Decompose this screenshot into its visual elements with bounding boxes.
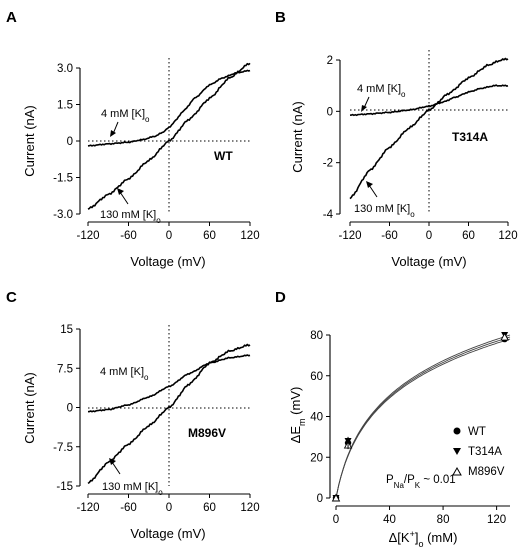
legend-marker-m896v	[452, 466, 462, 476]
y-tick-label: -1.5	[53, 173, 73, 185]
y-tick-label: 2	[327, 55, 333, 67]
point-m896v	[500, 332, 509, 341]
y-tick-label: -2	[323, 158, 333, 170]
point-m896v	[331, 493, 341, 502]
y-axis-label-b: Current (nA)	[290, 101, 305, 173]
y-tick-label: 40	[310, 412, 323, 424]
y-tick-label: -4	[323, 209, 334, 221]
arrowhead-130mM-b	[366, 181, 373, 188]
y-tick-label: 0	[67, 403, 73, 415]
annotation-130mM-c: 130 mM [K]o	[102, 481, 163, 497]
arrowhead-4mM-b	[361, 105, 367, 112]
x-tick-label: -120	[76, 502, 99, 514]
fit-curve-wt	[335, 338, 511, 499]
permeability-ratio-annotation: PNa/PK ~ 0.01	[386, 474, 456, 490]
annotation-130mM-a: 130 mM [K]o	[100, 209, 161, 225]
arrow-130mM-c	[111, 461, 121, 475]
y-axis-label-c: Current (nA)	[22, 372, 37, 444]
panel-a: -3.0 -1.5 0 1.5 3.0 -120 -60 0 60 120 Voltage (m…	[22, 58, 260, 269]
legend-marker-t314a	[453, 448, 461, 455]
y-tick-label: 80	[310, 330, 323, 342]
trace-4mM-c	[87, 354, 251, 413]
legend-label-wt: WT	[468, 426, 486, 438]
annotation-4mM-a: 4 mM [K]o	[101, 108, 150, 124]
trace-4mM-b	[349, 84, 509, 117]
panel-label-d: D	[275, 289, 286, 306]
y-axis-label-a: Current (nA)	[22, 105, 37, 177]
annotation-4mM-c: 4 mM [K]o	[100, 366, 149, 382]
panel-b: -4 -2 0 2 -120 -60 0 60 120 Voltage (mV) Curren…	[290, 50, 518, 269]
x-tick-label: 120	[498, 230, 517, 242]
arrow-130mM-a	[119, 191, 129, 205]
fit-curve-m896v	[335, 336, 511, 499]
x-axis-label-a: Voltage (mV)	[130, 254, 205, 269]
y-tick-label: 15	[60, 324, 73, 336]
x-tick-label: 0	[426, 230, 432, 242]
trace-4mM-a	[87, 69, 251, 147]
x-axis-label-b: Voltage (mV)	[391, 254, 466, 269]
y-tick-label: 60	[310, 371, 323, 383]
y-tick-label: 0	[327, 106, 333, 118]
x-tick-label: -60	[120, 230, 137, 242]
x-tick-label: 80	[437, 514, 450, 526]
x-tick-label: 0	[166, 230, 172, 242]
panel-label-c: C	[6, 289, 17, 306]
legend-label-t314a: T314A	[468, 446, 502, 458]
annotation-4mM-b: 4 mM [K]o	[357, 83, 406, 99]
trace-130mM-a	[87, 62, 251, 210]
panel-label-a: A	[6, 9, 17, 26]
legend-d: WT T314A M896V	[452, 426, 505, 478]
trace-130mM-c	[87, 343, 251, 485]
y-tick-label: 0	[317, 493, 323, 505]
trace-130mM-b	[349, 57, 509, 200]
genotype-tag-c: M896V	[188, 426, 226, 440]
x-tick-label: 120	[240, 502, 259, 514]
genotype-tag-a: WT	[214, 149, 233, 163]
arrowhead-130mM-a	[117, 188, 124, 195]
x-axis-label-d: Δ[K+]o (mM)	[389, 529, 458, 549]
x-tick-label: 0	[166, 502, 172, 514]
genotype-tag-b: T314A	[452, 130, 488, 144]
x-tick-label: 120	[240, 230, 259, 242]
x-tick-label: 60	[462, 230, 475, 242]
annotation-130mM-b: 130 mM [K]o	[354, 203, 415, 219]
x-tick-label: -120	[76, 230, 99, 242]
y-tick-label: 3.0	[57, 63, 73, 75]
legend-marker-wt	[453, 427, 461, 435]
x-tick-label: -60	[120, 502, 137, 514]
panel-c: -15 -7.5 0 7.5 15 -120 -60 0 60 120 Voltage (mV)…	[22, 324, 260, 541]
x-tick-label: -60	[381, 230, 398, 242]
y-tick-label: 1.5	[57, 100, 73, 112]
x-tick-label: -120	[338, 230, 361, 242]
panel-label-b: B	[275, 9, 286, 26]
x-axis-label-c: Voltage (mV)	[130, 526, 205, 541]
y-tick-label: 20	[310, 452, 323, 464]
y-tick-label: 0	[67, 136, 73, 148]
fit-curve-t314a	[335, 334, 511, 499]
x-tick-label: 120	[487, 514, 506, 526]
y-tick-label: -15	[56, 481, 73, 493]
y-tick-label: 7.5	[57, 363, 73, 375]
x-tick-label: 40	[383, 514, 396, 526]
y-tick-label: -7.5	[53, 442, 73, 454]
arrow-130mM-b	[368, 184, 378, 198]
arrowhead-130mM-c	[109, 458, 116, 465]
y-axis-label-d: ΔEm (mV)	[288, 387, 307, 444]
x-tick-label: 60	[203, 502, 216, 514]
y-tick-label: -3.0	[53, 209, 73, 221]
x-tick-label: 0	[333, 514, 339, 526]
arrowhead-4mM-a	[110, 130, 116, 137]
x-tick-label: 60	[203, 230, 216, 242]
legend-label-m896v: M896V	[468, 466, 505, 478]
